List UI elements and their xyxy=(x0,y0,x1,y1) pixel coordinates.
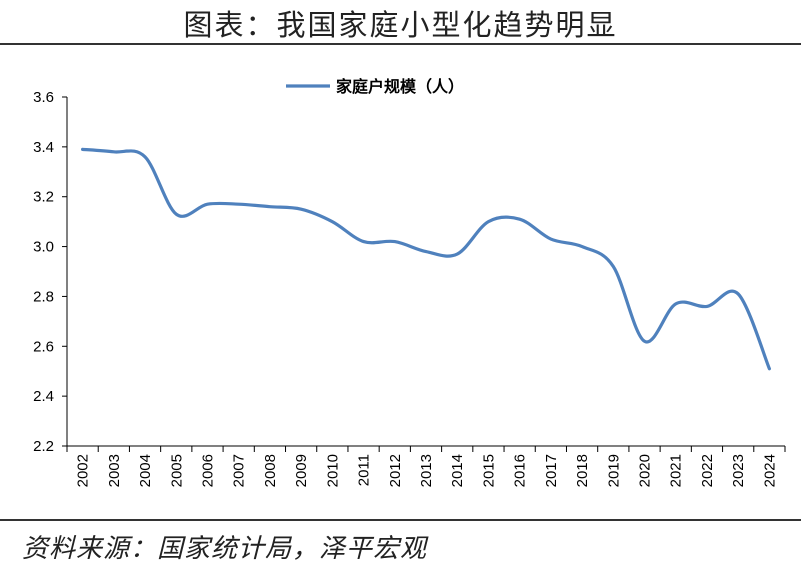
y-tick-label: 3.6 xyxy=(33,89,54,106)
x-tick-label: 2012 xyxy=(387,454,404,487)
x-tick-label: 2024 xyxy=(761,454,778,487)
source-note: 资料来源：国家统计局，泽平宏观 xyxy=(22,534,428,564)
x-tick-label: 2011 xyxy=(356,454,373,486)
y-tick-label: 2.6 xyxy=(33,338,54,355)
legend-label: 家庭户规模（人） xyxy=(336,77,464,96)
y-tick-label: 2.8 xyxy=(33,288,54,305)
x-tick-label: 2013 xyxy=(418,454,435,487)
page-title: 图表：我国家庭小型化趋势明显 xyxy=(183,8,618,42)
y-tick-label: 3.4 xyxy=(33,139,54,156)
x-tick-label: 2016 xyxy=(512,454,529,487)
x-tick-label: 2008 xyxy=(262,454,279,487)
y-tick-label: 2.4 xyxy=(33,388,54,405)
x-tick-label: 2005 xyxy=(168,454,185,487)
x-tick-label: 2022 xyxy=(699,454,716,487)
x-tick-label: 2017 xyxy=(543,454,560,487)
x-tick-label: 2018 xyxy=(574,454,591,487)
x-tick-label: 2004 xyxy=(137,454,154,487)
x-tick-label: 2007 xyxy=(231,454,248,487)
x-tick-label: 2002 xyxy=(75,454,92,487)
series-line xyxy=(81,147,771,371)
x-tick-label: 2020 xyxy=(637,454,654,487)
y-tick-label: 3.2 xyxy=(33,189,54,206)
x-tick-label: 2003 xyxy=(106,454,123,487)
bottom-divider xyxy=(0,519,801,521)
x-tick-label: 2009 xyxy=(293,454,310,487)
x-tick-label: 2006 xyxy=(199,454,216,487)
x-tick-label: 2021 xyxy=(668,454,685,487)
y-tick-label: 3.0 xyxy=(33,239,54,256)
y-tick-label: 2.2 xyxy=(33,438,54,455)
top-divider xyxy=(0,43,801,45)
x-tick-label: 2023 xyxy=(730,454,747,487)
x-tick-label: 2010 xyxy=(324,454,341,487)
line-chart: 2.2 2.4 2.6 2.8 3.0 3.2 3.4 3.6 2002 2003 2004 2005… xyxy=(33,77,786,487)
x-tick-label: 2014 xyxy=(449,454,466,487)
x-tick-label: 2015 xyxy=(480,454,497,487)
x-tick-label: 2019 xyxy=(605,454,622,487)
